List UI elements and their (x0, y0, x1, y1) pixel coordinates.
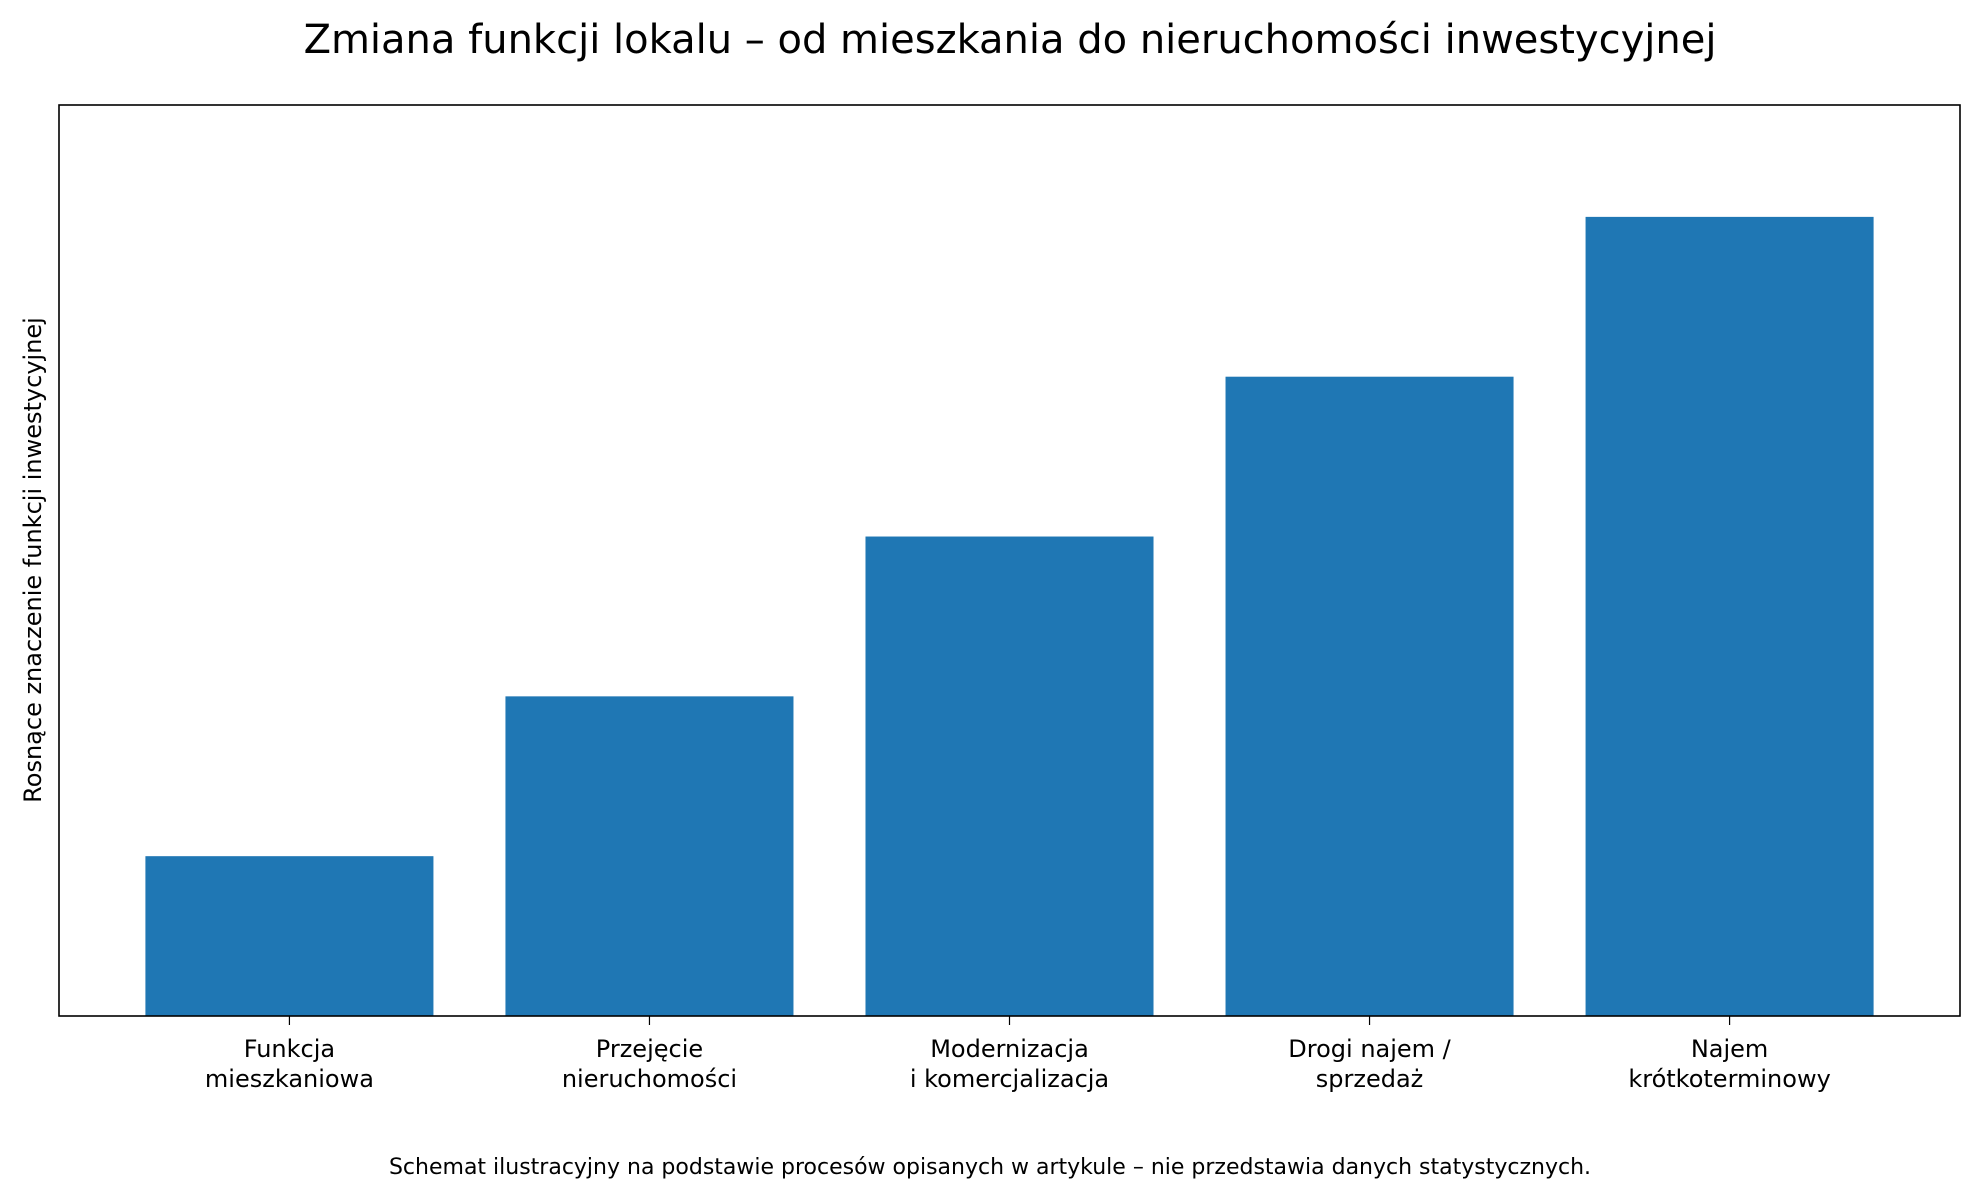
plot-frame (58, 104, 1961, 1017)
x-tick-label: Funkcja mieszkaniowa (204, 1035, 374, 1093)
x-tick-label: Przejęcie nieruchomości (561, 1035, 738, 1093)
chart-title: Zmiana funkcji lokalu – od mieszkania do… (304, 17, 1717, 63)
x-tick-label: Drogi najem / sprzedaż (1288, 1035, 1451, 1093)
bar (865, 536, 1154, 1016)
footnote: Schemat ilustracyjny na podstawie proces… (389, 1155, 1591, 1180)
bar (1225, 376, 1514, 1016)
bar (145, 856, 434, 1016)
x-tick-label: Najem krótkoterminowy (1628, 1035, 1831, 1093)
bar (1585, 216, 1874, 1016)
x-tick-label: Modernizacja i komercjalizacja (909, 1035, 1110, 1093)
bar (505, 696, 794, 1016)
y-axis-label: Rosnące znaczenie funkcji inwestycyjnej (19, 317, 47, 803)
